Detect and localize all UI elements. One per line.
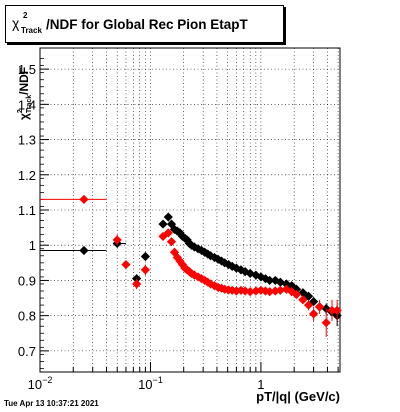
data-point <box>220 258 230 268</box>
data-point <box>309 296 319 307</box>
data-point <box>275 277 285 287</box>
data-point <box>281 279 291 289</box>
data-point <box>121 259 131 270</box>
y-tick-label: 0.7 <box>18 344 36 359</box>
data-point <box>291 289 302 300</box>
y-tick-label: 0.8 <box>18 309 36 324</box>
tick-labels: 0.7 0.8 0.9 1 1.1 1.2 1.3 1.4 1.5 10−2 10−1 1 <box>18 62 265 392</box>
title-text: /NDF for Global Rec Pion EtapT <box>46 16 248 32</box>
data-point <box>140 251 151 262</box>
data-point <box>224 259 234 270</box>
data-point <box>251 270 261 280</box>
data-point <box>132 279 142 289</box>
data-point <box>245 287 255 297</box>
y-tick-label: 1.1 <box>18 203 36 218</box>
data-point <box>265 275 275 286</box>
x-axis-label: pT/|q| (GeV/c) <box>256 389 340 404</box>
data-point <box>298 295 308 305</box>
data-point <box>177 259 188 270</box>
data-point <box>275 285 285 295</box>
data-point <box>216 256 227 266</box>
data-point <box>270 275 280 286</box>
data-point <box>189 270 200 280</box>
x-tick-label: 10−1 <box>138 375 163 392</box>
data-point <box>209 281 220 291</box>
data-point <box>158 219 168 229</box>
data-point <box>265 287 275 297</box>
y-axis-label: χ2 Track/NDF <box>17 66 33 120</box>
data-point <box>309 309 319 319</box>
data-point <box>213 254 223 264</box>
grid <box>39 48 340 372</box>
data-marks <box>40 194 342 337</box>
data-point <box>205 279 216 289</box>
y-tick-label: 1.4 <box>18 97 36 112</box>
data-point <box>79 245 89 256</box>
x-tick-label: 10−2 <box>28 375 53 392</box>
ticks <box>39 58 339 372</box>
data-point <box>327 305 337 315</box>
data-point <box>79 194 89 205</box>
chart-title: χ 2 Track /NDF for Global Rec Pion EtapT <box>5 5 284 43</box>
data-point <box>163 228 173 238</box>
data-point <box>303 300 314 310</box>
plot-frame <box>39 47 341 373</box>
x-tick-label: 1 <box>257 377 264 392</box>
data-point <box>321 318 331 328</box>
y-tick-label: 1 <box>29 238 36 253</box>
data-point <box>140 265 151 275</box>
y-tick-label: 1.2 <box>18 168 36 183</box>
data-point <box>315 302 325 312</box>
data-point <box>175 256 185 266</box>
data-point <box>200 275 210 286</box>
title-chi-symbol: χ 2 Track <box>12 11 42 35</box>
data-point <box>196 274 207 284</box>
y-tick-label: 1.5 <box>18 62 36 77</box>
y-tick-label: 1.3 <box>18 133 36 148</box>
data-point <box>287 281 297 291</box>
data-point <box>303 291 314 301</box>
y-tick-label: 0.9 <box>18 273 36 288</box>
timestamp: Tue Apr 13 10:37:21 2021 <box>4 399 99 408</box>
data-point <box>163 212 173 222</box>
data-point <box>332 305 342 315</box>
data-point <box>112 235 122 245</box>
data-point <box>166 237 177 247</box>
